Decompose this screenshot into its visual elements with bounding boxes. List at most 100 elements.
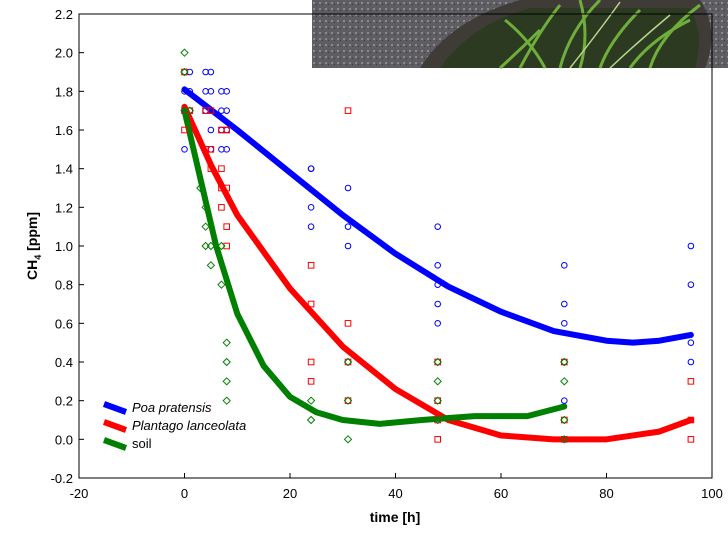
point: [433, 357, 442, 367]
point: [207, 146, 215, 153]
point: [222, 357, 231, 367]
point: [687, 339, 695, 346]
point: [687, 281, 695, 288]
y-tick-label: 1.2: [55, 200, 73, 215]
point: [307, 300, 315, 308]
point: [434, 436, 441, 443]
point: [434, 300, 442, 308]
point: [186, 88, 194, 95]
point: [434, 262, 442, 269]
point: [344, 184, 352, 192]
fit-line: [181, 103, 694, 443]
point: [207, 107, 215, 114]
point: [307, 165, 315, 172]
point: [202, 88, 209, 95]
y-axis-label: CH4 [ppm]: [24, 212, 43, 280]
point: [207, 88, 215, 95]
point: [306, 396, 316, 405]
point: [223, 126, 230, 134]
point: [307, 262, 315, 269]
y-tick-label: 0.0: [55, 432, 73, 447]
point: [223, 126, 230, 134]
y-tick-label: 0.4: [55, 355, 73, 370]
point: [181, 126, 188, 134]
point: [222, 377, 231, 386]
point: [307, 223, 315, 230]
y-tick-label: 1.8: [55, 84, 73, 99]
legend-label: Plantago lanceolata: [132, 418, 246, 433]
point: [433, 396, 442, 405]
x-tick-label: 40: [388, 486, 402, 501]
point: [206, 241, 216, 251]
point: [185, 106, 194, 115]
point: [218, 88, 225, 95]
point: [180, 67, 189, 77]
point: [201, 203, 210, 212]
legend-swatch: [102, 437, 128, 451]
point: [560, 357, 569, 367]
point: [218, 107, 225, 114]
photo-inset: [312, 0, 728, 70]
point: [344, 223, 352, 230]
y-tick-label: 2.0: [55, 46, 73, 61]
point: [223, 242, 230, 250]
y-tick-label: 0.6: [55, 316, 73, 331]
y-tick-label: 0.8: [55, 278, 73, 293]
point: [223, 88, 230, 95]
point: [687, 416, 695, 424]
x-tick-label: 20: [283, 486, 297, 501]
legend-label: soil: [132, 436, 152, 451]
point: [687, 378, 695, 385]
x-tick-label: 100: [701, 486, 723, 501]
point: [343, 396, 353, 405]
point: [181, 146, 188, 153]
x-tick-label: -20: [70, 486, 89, 501]
point: [307, 378, 315, 385]
point: [223, 146, 230, 153]
y-tick-label: 1.0: [55, 239, 73, 254]
point: [344, 107, 352, 114]
point: [344, 242, 352, 250]
fit-line: [181, 107, 568, 427]
point: [560, 435, 569, 444]
point: [223, 107, 230, 114]
point: [687, 242, 695, 250]
point: [218, 146, 225, 153]
point: [561, 300, 568, 308]
point: [206, 261, 216, 270]
point: [218, 204, 225, 211]
point: [223, 223, 230, 230]
point: [561, 262, 568, 269]
point: [207, 165, 215, 172]
y-tick-label: 1.4: [55, 162, 73, 177]
point: [207, 68, 215, 76]
point: [560, 377, 569, 386]
point: [343, 357, 353, 367]
point: [217, 241, 226, 251]
point: [343, 435, 353, 444]
point: [222, 338, 231, 347]
y-tick-label: -0.2: [51, 471, 73, 486]
point: [434, 281, 442, 288]
point: [218, 126, 225, 134]
point: [433, 415, 442, 425]
point: [307, 358, 315, 366]
y-tick-label: 1.6: [55, 123, 73, 138]
point: [307, 204, 315, 211]
point: [180, 48, 189, 57]
point: [222, 396, 231, 405]
point: [434, 320, 442, 327]
point: [207, 146, 215, 153]
point: [217, 280, 226, 289]
point: [687, 436, 695, 443]
point: [218, 165, 225, 172]
point: [196, 183, 205, 193]
y-tick-label: 0.2: [55, 394, 73, 409]
legend-swatch: [102, 401, 128, 415]
legend-swatch: [102, 419, 128, 433]
point: [202, 68, 209, 76]
legend-label: Poa pratensis: [132, 400, 212, 415]
x-axis-label: time [h]: [370, 509, 421, 525]
x-tick-label: 0: [181, 486, 188, 501]
point: [560, 415, 569, 425]
